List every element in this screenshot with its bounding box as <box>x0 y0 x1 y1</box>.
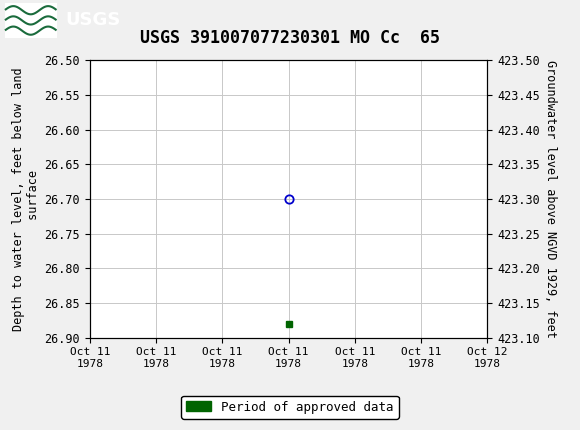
Y-axis label: Groundwater level above NGVD 1929, feet: Groundwater level above NGVD 1929, feet <box>544 60 557 338</box>
Y-axis label: Depth to water level, feet below land
 surface: Depth to water level, feet below land su… <box>12 67 41 331</box>
Text: USGS: USGS <box>66 12 121 29</box>
Bar <box>5 3 57 37</box>
Text: USGS 391007077230301 MO Cc  65: USGS 391007077230301 MO Cc 65 <box>140 29 440 47</box>
Legend: Period of approved data: Period of approved data <box>181 396 399 418</box>
